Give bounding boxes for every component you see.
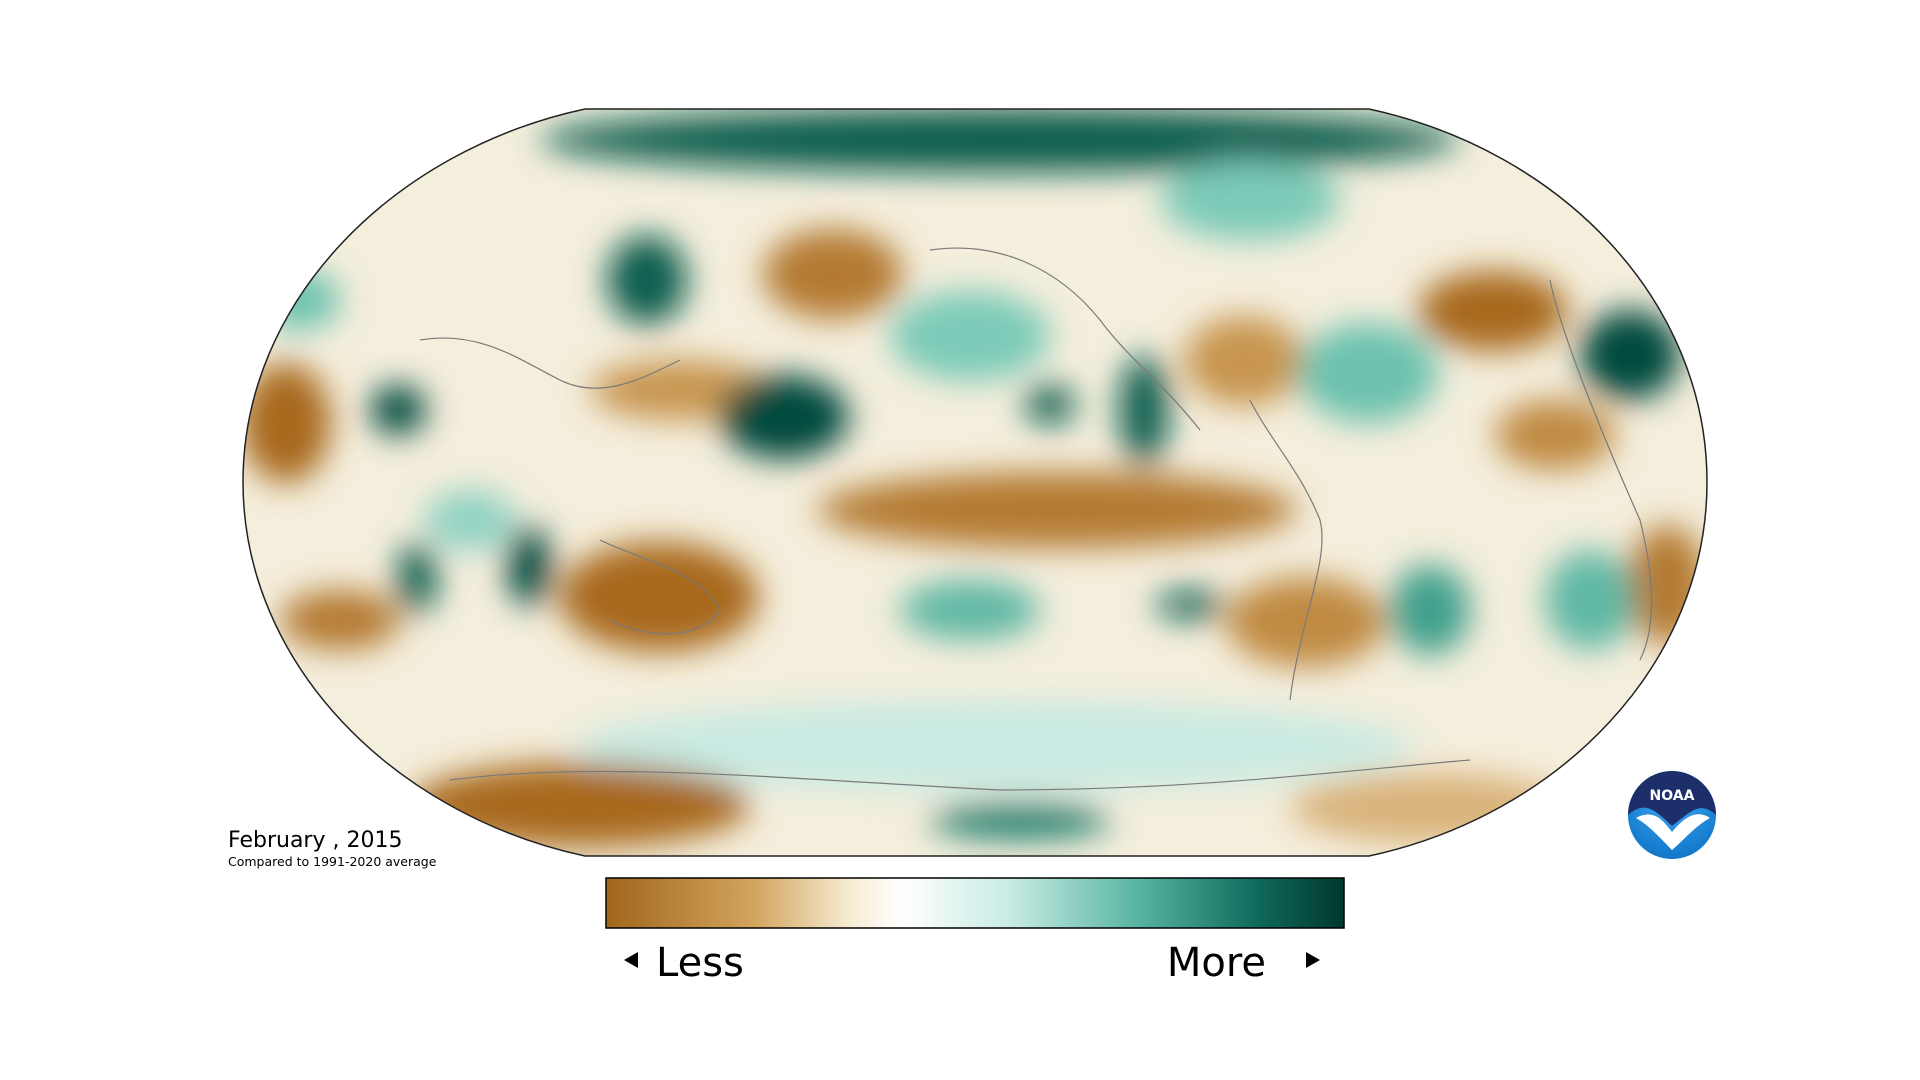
legend-high: More xyxy=(1167,940,1266,986)
coastlines xyxy=(419,247,1653,791)
logo-text: NOAA xyxy=(1650,788,1695,804)
noaa-logo: NOAA xyxy=(1628,771,1716,859)
baseline-label: Compared to 1991-2020 average xyxy=(228,854,437,869)
color-bar xyxy=(605,877,1345,929)
less-arrow xyxy=(624,952,638,968)
more-arrow xyxy=(1306,952,1320,968)
legend-low: Less xyxy=(656,940,744,986)
period-label: February , 2015 xyxy=(228,828,402,853)
map-outline xyxy=(242,108,1708,857)
anomaly-field xyxy=(243,109,1707,856)
